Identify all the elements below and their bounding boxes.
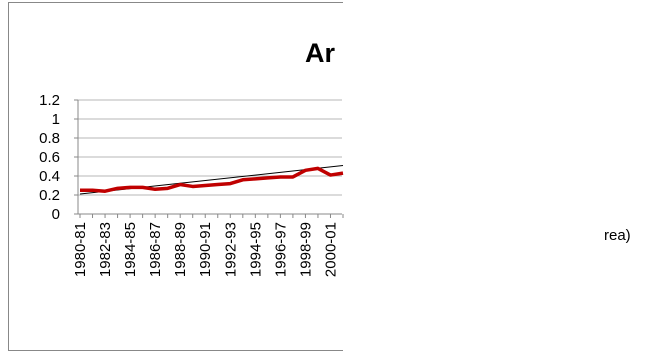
x-tick-label: 1994-95 [247,222,264,277]
chart-title: Ar [305,38,335,68]
x-tick-label: 1986-87 [147,222,164,277]
series-line [80,166,344,193]
y-tick-label: 0.6 [39,149,60,166]
y-tick-labels: 0 0.2 0.4 0.6 0.8 1 1.2 [39,92,60,223]
x-tick-label: 1992-93 [222,222,239,277]
x-tick-label: 1988-89 [172,222,189,277]
y-tick-label: 0.4 [39,168,60,185]
y-tick-label: 1.2 [39,92,60,109]
x-tick-label: 1984-85 [122,222,139,277]
y-tick-label: 0.8 [39,130,60,147]
x-tick-label: 2000-01 [322,222,339,277]
gridlines [74,99,342,215]
x-tick-labels: 1980-81 1982-83 1984-85 1986-87 1988-89 1990-… [72,214,344,277]
x-tick-label: 1998-99 [297,222,314,277]
x-tick-label: 1982-83 [97,222,114,277]
x-tick-label: 1996-97 [272,222,289,277]
y-tick-label: 0 [52,206,60,223]
axis-label-fragment: ​rea) [604,227,631,244]
y-tick-label: 1 [52,111,60,128]
occluding-overlay [343,0,669,354]
plot-area: 00.20.40.60.811.2 1980-81 1982-83 1984-85 1… [39,92,344,277]
y-tick-label: 0.2 [39,187,60,204]
x-tick-label: 1990-91 [197,222,214,277]
x-tick-label: 1980-81 [72,222,89,277]
